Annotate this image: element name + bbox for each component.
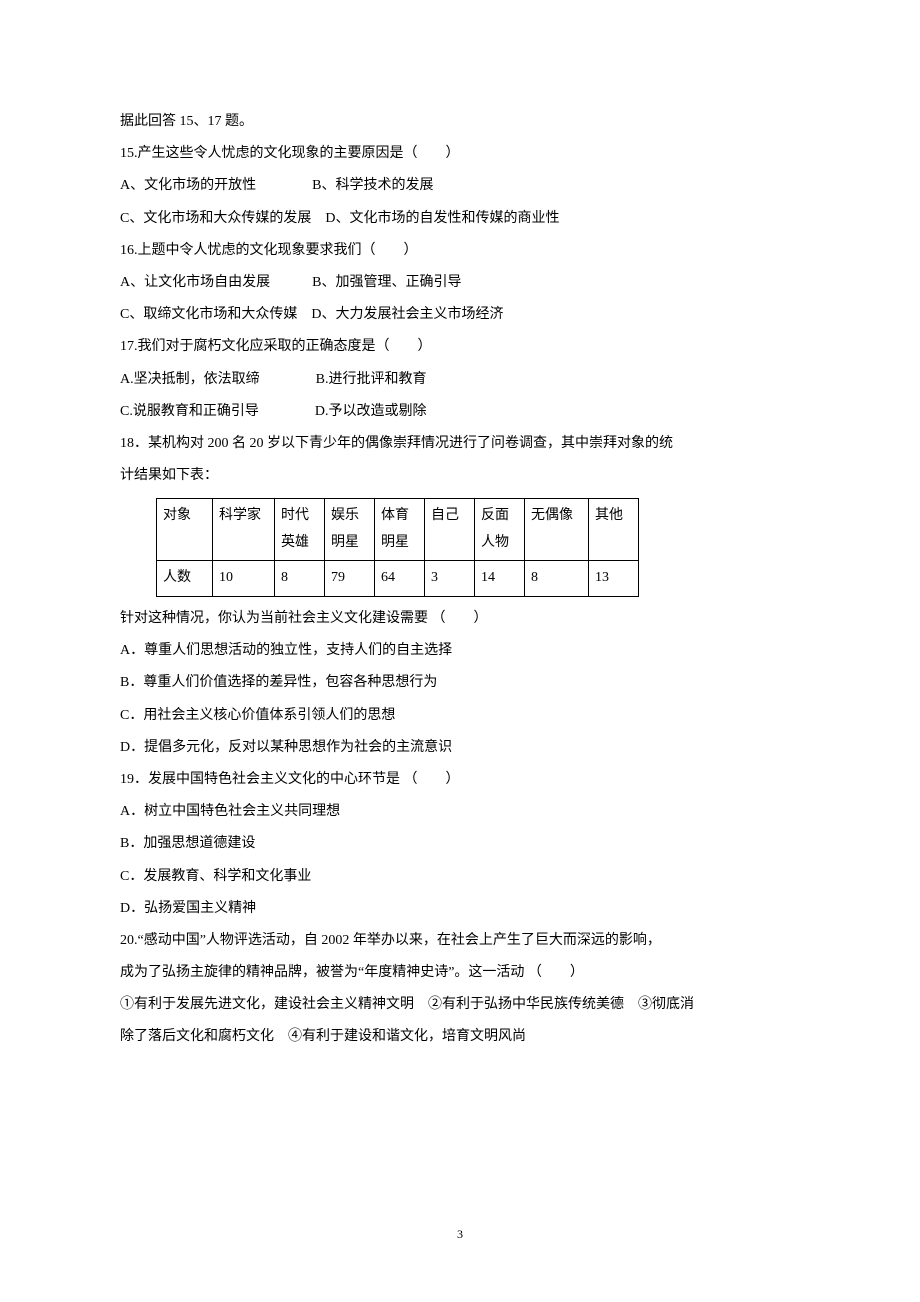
text-line: 成为了弘扬主旋律的精神品牌，被誉为“年度精神史诗”。这一活动 （ ） <box>120 957 810 989</box>
table-cell: 8 <box>525 561 589 597</box>
table-cell: 自己 <box>425 499 475 561</box>
table-cell: 其他 <box>589 499 639 561</box>
table-cell: 无偶像 <box>525 499 589 561</box>
option-line: D．弘扬爱国主义精神 <box>120 893 810 925</box>
table-cell: 反面人物 <box>475 499 525 561</box>
table-cell: 体育明星 <box>375 499 425 561</box>
option-line: A．树立中国特色社会主义共同理想 <box>120 796 810 828</box>
page-number: 3 <box>0 1227 920 1242</box>
option-line: A、让文化市场自由发展 B、加强管理、正确引导 <box>120 267 810 299</box>
text-line: 据此回答 15、17 题。 <box>120 106 810 138</box>
option-line: C．发展教育、科学和文化事业 <box>120 861 810 893</box>
table-cell: 人数 <box>157 561 213 597</box>
question-17: 17.我们对于腐朽文化应采取的正确态度是（ ） <box>120 331 810 363</box>
text-line: ①有利于发展先进文化，建设社会主义精神文明 ②有利于弘扬中华民族传统美德 ③彻底… <box>120 989 810 1021</box>
option-line: A．尊重人们思想活动的独立性，支持人们的自主选择 <box>120 635 810 667</box>
table-cell: 对象 <box>157 499 213 561</box>
document-body: 据此回答 15、17 题。 15.产生这些令人忧虑的文化现象的主要原因是（ ） … <box>120 106 810 1054</box>
option-line: D．提倡多元化，反对以某种思想作为社会的主流意识 <box>120 732 810 764</box>
option-line: C．用社会主义核心价值体系引领人们的思想 <box>120 700 810 732</box>
option-line: B．加强思想道德建设 <box>120 828 810 860</box>
table-cell: 79 <box>325 561 375 597</box>
table-cell: 时代英雄 <box>275 499 325 561</box>
table-row: 人数1087964314813 <box>157 561 639 597</box>
question-18: 18．某机构对 200 名 20 岁以下青少年的偶像崇拜情况进行了问卷调查，其中… <box>120 428 810 460</box>
table-cell: 3 <box>425 561 475 597</box>
survey-table: 对象科学家时代英雄娱乐明星体育明星自己反面人物无偶像其他人数1087964314… <box>156 498 810 597</box>
text-line: 针对这种情况，你认为当前社会主义文化建设需要 （ ） <box>120 603 810 635</box>
text-line: 计结果如下表： <box>120 460 810 492</box>
table-cell: 8 <box>275 561 325 597</box>
option-line: B．尊重人们价值选择的差异性，包容各种思想行为 <box>120 667 810 699</box>
option-line: C、文化市场和大众传媒的发展 D、文化市场的自发性和传媒的商业性 <box>120 203 810 235</box>
question-19: 19．发展中国特色社会主义文化的中心环节是 （ ） <box>120 764 810 796</box>
table-cell: 娱乐明星 <box>325 499 375 561</box>
option-line: C.说服教育和正确引导 D.予以改造或剔除 <box>120 396 810 428</box>
table-cell: 64 <box>375 561 425 597</box>
table-row: 对象科学家时代英雄娱乐明星体育明星自己反面人物无偶像其他 <box>157 499 639 561</box>
question-16: 16.上题中令人忧虑的文化现象要求我们（ ） <box>120 235 810 267</box>
table-cell: 10 <box>213 561 275 597</box>
question-15: 15.产生这些令人忧虑的文化现象的主要原因是（ ） <box>120 138 810 170</box>
text-line: 除了落后文化和腐朽文化 ④有利于建设和谐文化，培育文明风尚 <box>120 1021 810 1053</box>
table-cell: 14 <box>475 561 525 597</box>
option-line: A、文化市场的开放性 B、科学技术的发展 <box>120 170 810 202</box>
option-line: C、取缔文化市场和大众传媒 D、大力发展社会主义市场经济 <box>120 299 810 331</box>
option-line: A.坚决抵制，依法取缔 B.进行批评和教育 <box>120 364 810 396</box>
table-cell: 科学家 <box>213 499 275 561</box>
question-20: 20.“感动中国”人物评选活动，自 2002 年举办以来，在社会上产生了巨大而深… <box>120 925 810 957</box>
table-cell: 13 <box>589 561 639 597</box>
